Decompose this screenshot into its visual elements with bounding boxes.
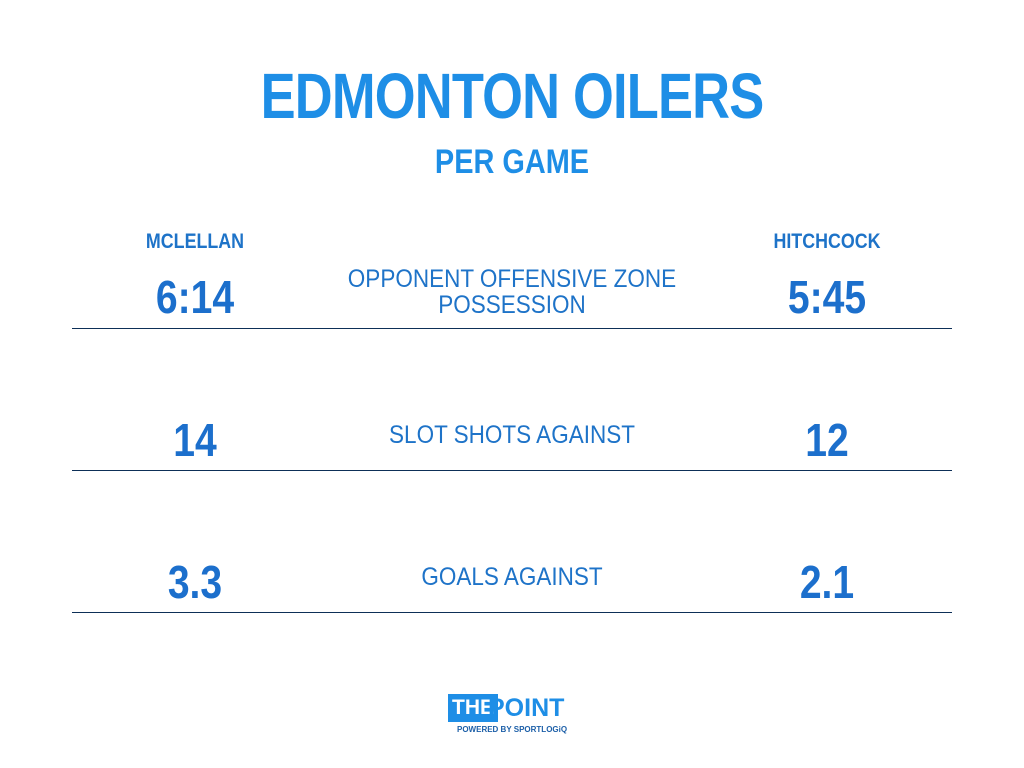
stat-row-goals-against: 3.3 GOALS AGAINST 2.1 xyxy=(72,550,952,616)
stat-row-opponent-oz-possession: 6:14 OPPONENT OFFENSIVE ZONE POSSESSION … xyxy=(72,260,952,332)
right-value: 2.1 xyxy=(799,556,855,608)
row-divider xyxy=(72,612,952,613)
stat-row-slot-shots-against: 14 SLOT SHOTS AGAINST 12 xyxy=(72,408,952,474)
stat-label: GOALS AGAINST xyxy=(332,564,692,590)
logo-the-box: THE xyxy=(448,694,498,722)
the-point-logo: THE POINT POWERED BY SPORTLOGiQ xyxy=(448,694,578,740)
row-divider xyxy=(72,328,952,329)
left-value: 6:14 xyxy=(155,271,235,323)
stat-label-line1: SLOT SHOTS AGAINST xyxy=(389,421,635,449)
stat-label: SLOT SHOTS AGAINST xyxy=(332,422,692,448)
left-value: 3.3 xyxy=(167,556,223,608)
coach-left-name: MCLELLAN xyxy=(145,230,245,253)
coach-right-name: HITCHCOCK xyxy=(773,230,881,253)
stat-label: OPPONENT OFFENSIVE ZONE POSSESSION xyxy=(332,266,692,318)
page-title: EDMONTON OILERS xyxy=(260,60,765,132)
page-subtitle: PER GAME xyxy=(434,143,590,181)
logo-powered-by: POWERED BY SPORTLOGiQ xyxy=(457,725,568,734)
stat-label-line2: POSSESSION xyxy=(438,291,586,319)
stat-label-line1: GOALS AGAINST xyxy=(421,563,603,591)
row-divider xyxy=(72,470,952,471)
logo-point-text: POINT xyxy=(488,694,565,722)
stat-label-line1: OPPONENT OFFENSIVE ZONE xyxy=(347,265,677,293)
right-value: 12 xyxy=(805,414,849,466)
left-value: 14 xyxy=(173,414,217,466)
right-value: 5:45 xyxy=(787,271,867,323)
